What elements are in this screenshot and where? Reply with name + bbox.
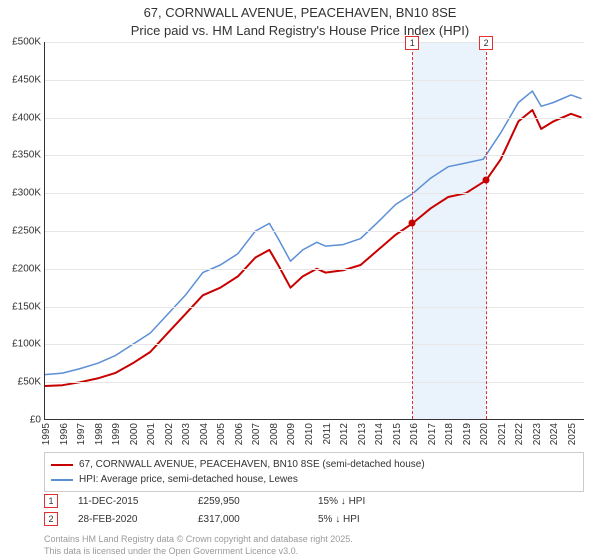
y-tick-label: £0	[30, 415, 41, 426]
transaction-price: £317,000	[198, 514, 298, 525]
legend: 67, CORNWALL AVENUE, PEACEHAVEN, BN10 8S…	[44, 452, 584, 492]
x-tick-label: 1998	[94, 423, 105, 445]
gridline-horizontal	[45, 269, 584, 270]
gridline-horizontal	[45, 118, 584, 119]
legend-swatch-price-paid	[51, 464, 73, 466]
y-tick-label: £100K	[12, 339, 41, 350]
transaction-price: £259,950	[198, 496, 298, 507]
transaction-date: 11-DEC-2015	[78, 496, 178, 507]
transaction-rows: 1 11-DEC-2015 £259,950 15% ↓ HPI 2 28-FE…	[44, 494, 584, 530]
gridline-horizontal	[45, 42, 584, 43]
marker-vline	[486, 42, 487, 419]
y-tick-label: £150K	[12, 301, 41, 312]
x-tick-label: 2013	[357, 423, 368, 445]
title-block: 67, CORNWALL AVENUE, PEACEHAVEN, BN10 8S…	[0, 0, 600, 39]
footer-licence: This data is licensed under the Open Gov…	[44, 546, 353, 558]
legend-swatch-hpi	[51, 479, 73, 481]
x-tick-label: 2006	[234, 423, 245, 445]
transaction-row: 1 11-DEC-2015 £259,950 15% ↓ HPI	[44, 494, 584, 508]
title-subtitle: Price paid vs. HM Land Registry's House …	[0, 22, 600, 40]
y-tick-label: £50K	[18, 377, 41, 388]
x-tick-label: 2015	[392, 423, 403, 445]
x-tick-label: 2020	[479, 423, 490, 445]
x-tick-label: 1999	[111, 423, 122, 445]
chart-plot-area: £0£50K£100K£150K£200K£250K£300K£350K£400…	[44, 42, 584, 420]
x-tick-label: 2009	[286, 423, 297, 445]
legend-label-price-paid: 67, CORNWALL AVENUE, PEACEHAVEN, BN10 8S…	[79, 457, 425, 472]
transaction-date: 28-FEB-2020	[78, 514, 178, 525]
x-tick-label: 2025	[567, 423, 578, 445]
x-tick-label: 2021	[497, 423, 508, 445]
chart-container: 67, CORNWALL AVENUE, PEACEHAVEN, BN10 8S…	[0, 0, 600, 560]
x-tick-label: 2008	[269, 423, 280, 445]
x-tick-label: 2000	[129, 423, 140, 445]
footer-copyright: Contains HM Land Registry data © Crown c…	[44, 534, 353, 546]
x-tick-label: 2014	[374, 423, 385, 445]
x-tick-label: 1996	[59, 423, 70, 445]
transaction-index: 2	[44, 512, 58, 526]
y-tick-label: £350K	[12, 150, 41, 161]
y-tick-label: £450K	[12, 74, 41, 85]
legend-row-price-paid: 67, CORNWALL AVENUE, PEACEHAVEN, BN10 8S…	[51, 457, 577, 472]
x-tick-label: 2011	[322, 423, 333, 445]
marker-dot	[483, 177, 490, 184]
gridline-horizontal	[45, 344, 584, 345]
x-tick-label: 2012	[339, 423, 350, 445]
x-tick-label: 2007	[251, 423, 262, 445]
x-tick-label: 2002	[164, 423, 175, 445]
series-line-hpi	[45, 91, 582, 375]
y-tick-label: £400K	[12, 112, 41, 123]
x-tick-label: 2023	[532, 423, 543, 445]
marker-dot	[409, 220, 416, 227]
transaction-row: 2 28-FEB-2020 £317,000 5% ↓ HPI	[44, 512, 584, 526]
y-tick-label: £200K	[12, 263, 41, 274]
marker-box: 1	[405, 36, 419, 50]
marker-box: 2	[479, 36, 493, 50]
x-tick-label: 2017	[427, 423, 438, 445]
x-tick-label: 2010	[304, 423, 315, 445]
gridline-horizontal	[45, 382, 584, 383]
y-tick-label: £500K	[12, 37, 41, 48]
marker-vline	[412, 42, 413, 419]
footer: Contains HM Land Registry data © Crown c…	[44, 534, 353, 557]
y-tick-label: £250K	[12, 226, 41, 237]
legend-label-hpi: HPI: Average price, semi-detached house,…	[79, 472, 298, 487]
transaction-delta: 5% ↓ HPI	[318, 514, 418, 525]
x-tick-label: 2003	[181, 423, 192, 445]
gridline-horizontal	[45, 193, 584, 194]
legend-row-hpi: HPI: Average price, semi-detached house,…	[51, 472, 577, 487]
x-tick-label: 1995	[41, 423, 52, 445]
x-tick-label: 2004	[199, 423, 210, 445]
transaction-index: 1	[44, 494, 58, 508]
gridline-horizontal	[45, 307, 584, 308]
gridline-horizontal	[45, 80, 584, 81]
gridline-horizontal	[45, 155, 584, 156]
y-tick-label: £300K	[12, 188, 41, 199]
x-tick-label: 2016	[409, 423, 420, 445]
x-tick-label: 1997	[76, 423, 87, 445]
title-address: 67, CORNWALL AVENUE, PEACEHAVEN, BN10 8S…	[0, 4, 600, 22]
x-tick-label: 2018	[444, 423, 455, 445]
x-tick-label: 2001	[146, 423, 157, 445]
x-tick-label: 2019	[462, 423, 473, 445]
x-tick-label: 2024	[549, 423, 560, 445]
gridline-horizontal	[45, 231, 584, 232]
transaction-delta: 15% ↓ HPI	[318, 496, 418, 507]
x-tick-label: 2022	[514, 423, 525, 445]
x-tick-label: 2005	[216, 423, 227, 445]
